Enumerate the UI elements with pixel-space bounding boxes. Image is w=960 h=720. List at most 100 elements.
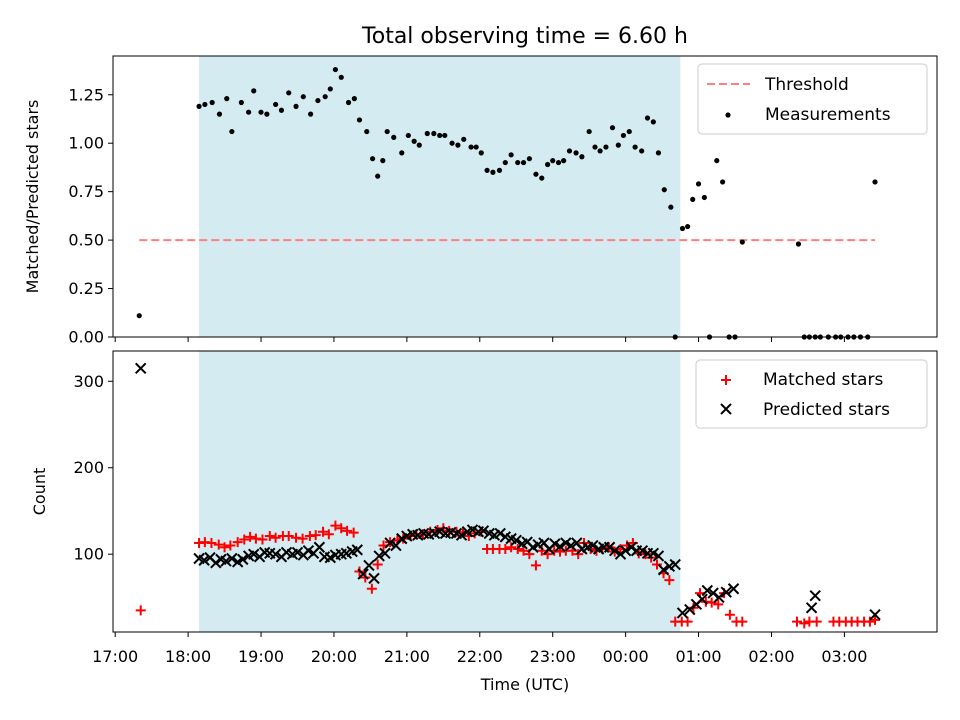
counts-tick-label: 200 [73, 458, 104, 477]
measurement-point [375, 173, 381, 179]
measurement-point [209, 99, 215, 106]
measurement-point [566, 148, 573, 154]
measurement-point [597, 148, 603, 154]
predicted-star-point [713, 591, 725, 604]
measurement-point [246, 109, 252, 115]
observing-window-top [199, 56, 681, 337]
counts-legend: Matched stars Predicted stars [695, 359, 928, 429]
legend-x-marker [720, 403, 732, 415]
legend-threshold-label: Threshold [764, 75, 849, 95]
predicted-star-point [720, 586, 732, 598]
matched-star-point [245, 531, 256, 542]
time-tick-label: 17:00 [92, 647, 138, 666]
measurement-point [411, 138, 417, 144]
measurement-point [449, 140, 455, 146]
matched-star-point [135, 605, 146, 616]
measurement-point [327, 86, 333, 92]
measurement-points [136, 66, 878, 340]
measurement-point [251, 88, 257, 94]
measurement-point [332, 66, 339, 73]
matched-star-point [206, 537, 217, 548]
measurement-point [508, 152, 514, 158]
legend-plus-marker [721, 375, 731, 385]
predicted-star-point [587, 539, 599, 552]
legend-matched-label: Matched stars [763, 370, 883, 390]
measurement-point [224, 96, 230, 102]
predicted-star-point [869, 609, 881, 621]
time-tick-label: 19:00 [238, 647, 284, 666]
measurement-point [196, 103, 202, 109]
measurement-point [592, 144, 598, 150]
matched-star-point [257, 534, 268, 545]
measurement-point [286, 90, 292, 96]
ratio-y-axis: 0.00 0.25 0.50 0.75 1.00 1.25 [68, 85, 113, 347]
legend-predicted-label: Predicted stars [763, 400, 890, 420]
matched-star-point [342, 525, 353, 536]
ratio-panel: 0.00 0.25 0.50 0.75 1.00 1.25 Matched/Predict… [23, 55, 938, 347]
predicted-star-point [619, 545, 632, 557]
predicted-star-point [727, 583, 740, 595]
measurement-point [632, 144, 638, 150]
matched-star-point [297, 533, 308, 544]
measurement-point [356, 117, 363, 123]
predicted-star-point [455, 529, 468, 541]
measurement-point [714, 158, 720, 164]
measurement-point [338, 74, 344, 80]
measurement-point [795, 241, 802, 247]
matched-star-point [506, 542, 517, 553]
measurement-point [308, 111, 314, 117]
matched-star-point [318, 526, 329, 537]
matched-star-point [799, 618, 810, 629]
predicted-star-point [652, 550, 665, 562]
matched-star-point [323, 529, 334, 540]
legend-predicted-swatch [720, 403, 732, 415]
measurement-point [424, 130, 430, 137]
matched-star-point [713, 599, 724, 610]
measurement-point [502, 159, 508, 166]
matched-star-point [366, 583, 377, 594]
matched-star-point [811, 616, 822, 627]
predicted-star-point [313, 541, 326, 553]
measurement-point [573, 150, 579, 156]
measurement-point [473, 144, 479, 150]
time-tick-label: 00:00 [603, 647, 649, 666]
legend-measurements-label: Measurements [765, 105, 891, 125]
measurement-point [620, 132, 627, 139]
predicted-star-point [237, 553, 249, 566]
measurement-point [278, 107, 285, 113]
matched-star-point [737, 616, 748, 627]
measurement-point [437, 132, 443, 139]
measurement-point [720, 179, 726, 185]
measurement-point [545, 161, 551, 168]
measurement-point [384, 128, 390, 135]
measurement-point [468, 144, 474, 150]
counts-y-axis: 100 200 300 [73, 372, 113, 564]
measurement-point [661, 187, 667, 193]
ratio-plot-frame [112, 55, 938, 338]
ratio-legend: Threshold Measurements [697, 63, 928, 135]
measurement-point [555, 159, 562, 166]
measurement-point [442, 132, 448, 139]
ratio-tick-label: 0.75 [68, 182, 104, 201]
matched-star-point [724, 609, 735, 620]
predicted-star-point [269, 548, 282, 560]
predicted-star-point [248, 548, 260, 560]
measurement-point [655, 150, 662, 156]
predicted-star-point [657, 564, 670, 576]
measurement-point [264, 111, 270, 117]
matched-star-point [664, 575, 675, 586]
predicted-star-point [676, 607, 689, 619]
predicted-star-point [805, 602, 818, 614]
counts-y-axis-label: Count [30, 468, 49, 516]
predicted-star-point [565, 539, 577, 552]
predicted-star-point [384, 537, 396, 549]
matched-star-point [232, 537, 243, 548]
ratio-tick-label: 1.00 [68, 134, 104, 153]
legend-measurements-swatch [725, 112, 731, 118]
measurement-point [533, 171, 539, 177]
predicted-star-point [494, 527, 506, 540]
measurement-point [685, 223, 691, 230]
matched-star-point [213, 539, 224, 550]
measurement-point [690, 196, 696, 203]
time-tick-label: 01:00 [675, 647, 721, 666]
